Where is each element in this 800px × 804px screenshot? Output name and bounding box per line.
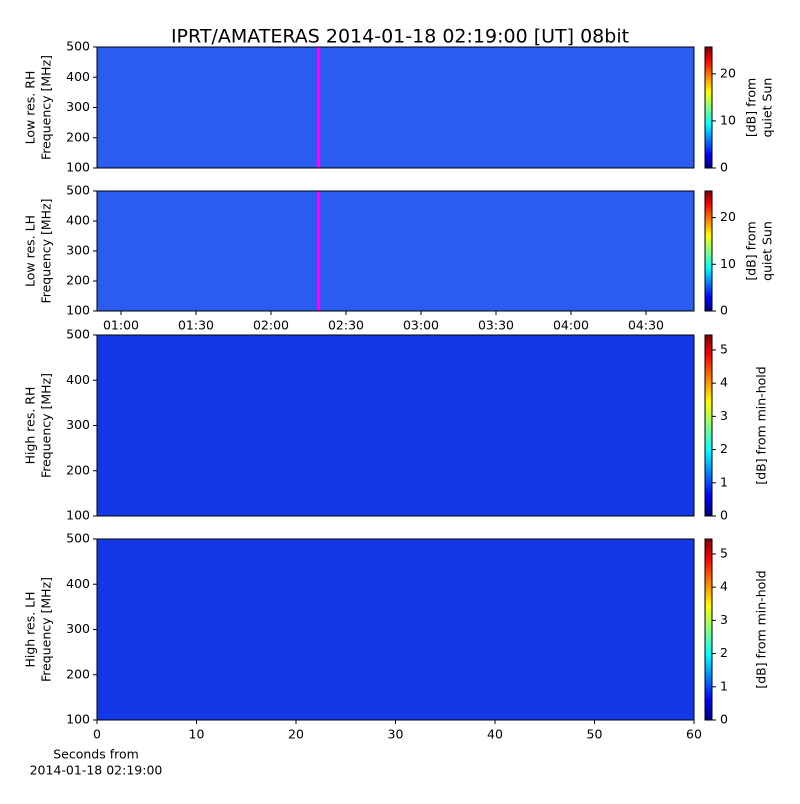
colorbar-tick-label: 5 (720, 545, 728, 560)
colorbar-tick-label: 0 (720, 508, 728, 523)
y-tick-label: 200 (66, 462, 90, 477)
colorbar-tick-label: 3 (720, 612, 728, 627)
colorbar-tick-label: 2 (720, 645, 728, 660)
y-axis-label: Frequency [MHz] (39, 373, 54, 478)
y-tick-label: 500 (66, 39, 90, 54)
x-tick-label: 01:00 (103, 318, 139, 333)
figure-title: IPRT/AMATERAS 2014-01-18 02:19:00 [UT] 0… (171, 26, 629, 48)
y-tick-label: 200 (66, 666, 90, 681)
x-tick-label: 50 (587, 727, 603, 742)
colorbar-tick-label: 5 (720, 341, 728, 356)
x-tick-label: 01:30 (178, 318, 214, 333)
y-tick-label: 400 (66, 69, 90, 84)
colorbar (704, 538, 713, 721)
x-tick-label: 04:30 (628, 318, 664, 333)
y-tick-label: 400 (66, 213, 90, 228)
y-axis-label: Low res. RH (23, 71, 38, 145)
colorbar-tick-label: 1 (720, 678, 728, 693)
colorbar-label: quiet Sun (760, 78, 775, 138)
y-tick-label: 500 (66, 531, 90, 546)
colorbar-tick-label: 3 (720, 408, 728, 423)
y-axis-label: Low res. LH (23, 215, 38, 287)
y-tick-label: 300 (66, 621, 90, 636)
colorbar (704, 190, 713, 312)
colorbar-label: quiet Sun (760, 221, 775, 281)
y-tick-label: 500 (66, 183, 90, 198)
colorbar-tick-label: 4 (720, 375, 728, 390)
spectrogram (97, 191, 694, 311)
spectrogram (97, 47, 694, 168)
y-axis-label: High res. RH (23, 387, 38, 465)
y-tick-label: 100 (66, 303, 90, 318)
y-tick-label: 200 (66, 273, 90, 288)
y-tick-label: 400 (66, 372, 90, 387)
x-tick-label: 40 (487, 727, 503, 742)
y-tick-label: 400 (66, 576, 90, 591)
colorbar-tick-label: 2 (720, 441, 728, 456)
y-tick-label: 200 (66, 129, 90, 144)
colorbar-tick-label: 10 (720, 112, 736, 127)
y-tick-label: 100 (66, 508, 90, 523)
y-tick-label: 500 (66, 327, 90, 342)
colorbar (704, 334, 713, 517)
x-axis-label: Seconds from (53, 747, 139, 762)
x-tick-label: 04:00 (553, 318, 589, 333)
colorbar-label: [dB] from (744, 78, 759, 137)
y-tick-label: 300 (66, 417, 90, 432)
y-tick-label: 300 (66, 243, 90, 258)
colorbar-tick-label: 0 (720, 303, 728, 318)
y-axis-label: Frequency [MHz] (39, 198, 54, 303)
y-axis-label: Frequency [MHz] (39, 55, 54, 160)
colorbar (704, 46, 713, 169)
spectrogram (97, 335, 694, 516)
colorbar-tick-label: 20 (720, 65, 736, 80)
x-tick-label: 03:30 (478, 318, 514, 333)
colorbar-label: [dB] from min-hold (754, 366, 769, 484)
x-tick-label: 02:30 (328, 318, 364, 333)
colorbar-tick-label: 1 (720, 474, 728, 489)
x-tick-label: 02:00 (253, 318, 289, 333)
spectrogram (97, 539, 694, 720)
x-tick-label: 0 (93, 727, 101, 742)
y-axis-label: Frequency [MHz] (39, 577, 54, 682)
colorbar-tick-label: 0 (720, 712, 728, 727)
colorbar-label: [dB] from min-hold (754, 570, 769, 688)
colorbar-tick-label: 20 (720, 209, 736, 224)
x-axis-label: 2014-01-18 02:19:00 (30, 763, 163, 778)
colorbar-tick-label: 10 (720, 256, 736, 271)
x-tick-label: 30 (388, 727, 404, 742)
colorbar-tick-label: 0 (720, 160, 728, 175)
colorbar-label: [dB] from (744, 221, 759, 280)
y-tick-label: 100 (66, 160, 90, 175)
x-tick-label: 60 (686, 727, 702, 742)
colorbar-tick-label: 4 (720, 579, 728, 594)
x-tick-label: 20 (288, 727, 304, 742)
x-tick-label: 10 (189, 727, 205, 742)
x-tick-label: 03:00 (403, 318, 439, 333)
y-tick-label: 300 (66, 99, 90, 114)
y-tick-label: 100 (66, 712, 90, 727)
y-axis-label: High res. LH (23, 591, 38, 667)
